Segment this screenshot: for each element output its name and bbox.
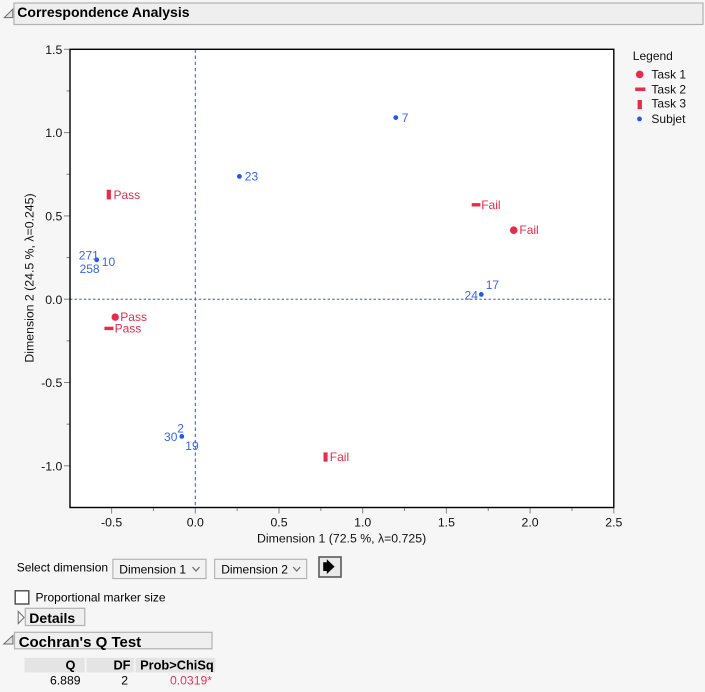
- svg-text:DF: DF: [113, 658, 130, 673]
- svg-text:7: 7: [402, 111, 409, 125]
- svg-text:Select dimension: Select dimension: [17, 560, 108, 574]
- svg-text:1.0: 1.0: [354, 515, 371, 529]
- svg-text:1.5: 1.5: [438, 515, 455, 529]
- svg-text:-0.5: -0.5: [101, 515, 122, 529]
- svg-text:2: 2: [177, 421, 184, 435]
- svg-text:Dimension 2: Dimension 2: [221, 562, 288, 576]
- svg-text:2: 2: [121, 674, 128, 688]
- svg-text:Details: Details: [29, 610, 75, 626]
- svg-text:Pass: Pass: [120, 310, 147, 324]
- svg-text:0.0319*: 0.0319*: [170, 674, 212, 688]
- svg-text:Fail: Fail: [519, 223, 538, 237]
- svg-text:30: 30: [164, 430, 178, 444]
- svg-text:-0.5: -0.5: [41, 376, 62, 390]
- svg-text:258: 258: [80, 262, 100, 276]
- svg-text:Dimension 1: Dimension 1: [119, 562, 186, 576]
- svg-text:6.889: 6.889: [50, 674, 81, 688]
- svg-text:Correspondence Analysis: Correspondence Analysis: [17, 4, 189, 20]
- svg-text:Q: Q: [66, 658, 76, 673]
- svg-text:Task 3: Task 3: [651, 97, 686, 111]
- svg-text:10: 10: [102, 255, 116, 269]
- svg-text:-1.0: -1.0: [41, 459, 62, 473]
- svg-text:Dimension 2 (24.5 %, λ=0.245): Dimension 2 (24.5 %, λ=0.245): [23, 193, 37, 362]
- svg-text:2.0: 2.0: [522, 515, 539, 529]
- svg-text:Legend: Legend: [633, 49, 673, 63]
- svg-text:Prob>ChiSq: Prob>ChiSq: [140, 658, 214, 673]
- svg-text:23: 23: [245, 169, 259, 183]
- svg-text:19: 19: [185, 439, 199, 453]
- svg-text:Fail: Fail: [330, 450, 349, 464]
- svg-text:1.5: 1.5: [45, 43, 62, 57]
- svg-text:1.0: 1.0: [45, 126, 62, 140]
- svg-text:0.5: 0.5: [270, 515, 287, 529]
- svg-text:Dimension 1 (72.5 %, λ=0.725): Dimension 1 (72.5 %, λ=0.725): [257, 532, 426, 546]
- svg-text:Pass: Pass: [114, 188, 141, 202]
- svg-text:Pass: Pass: [115, 321, 142, 335]
- svg-text:0.5: 0.5: [45, 210, 62, 224]
- svg-text:0.0: 0.0: [45, 293, 62, 307]
- svg-text:Fail: Fail: [481, 198, 500, 212]
- svg-text:Task 1: Task 1: [651, 68, 686, 82]
- svg-text:271: 271: [79, 249, 99, 263]
- svg-text:17: 17: [486, 278, 500, 292]
- svg-text:Cochran's Q Test: Cochran's Q Test: [19, 634, 141, 651]
- svg-text:Subjet: Subjet: [651, 112, 686, 126]
- svg-text:Task 2: Task 2: [651, 82, 686, 96]
- svg-text:24: 24: [465, 288, 479, 302]
- svg-text:Proportional marker size: Proportional marker size: [36, 591, 166, 605]
- svg-text:0.0: 0.0: [187, 515, 204, 529]
- svg-text:2.5: 2.5: [605, 515, 622, 529]
